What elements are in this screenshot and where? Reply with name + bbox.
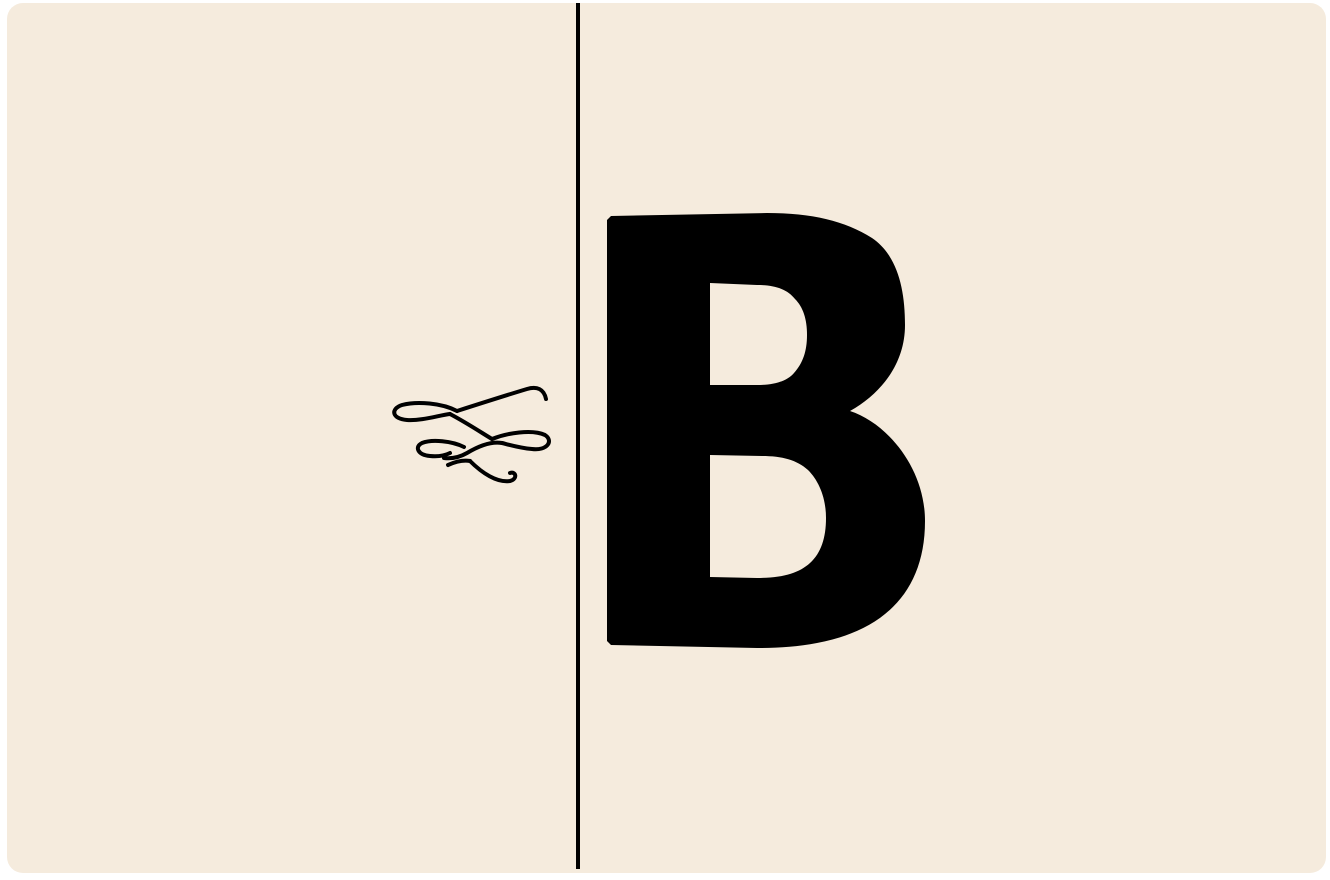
letter-b-glyph [607, 213, 925, 648]
card [7, 3, 1326, 873]
scissors-flourish-icon [392, 385, 551, 484]
vertical-divider [576, 3, 580, 869]
